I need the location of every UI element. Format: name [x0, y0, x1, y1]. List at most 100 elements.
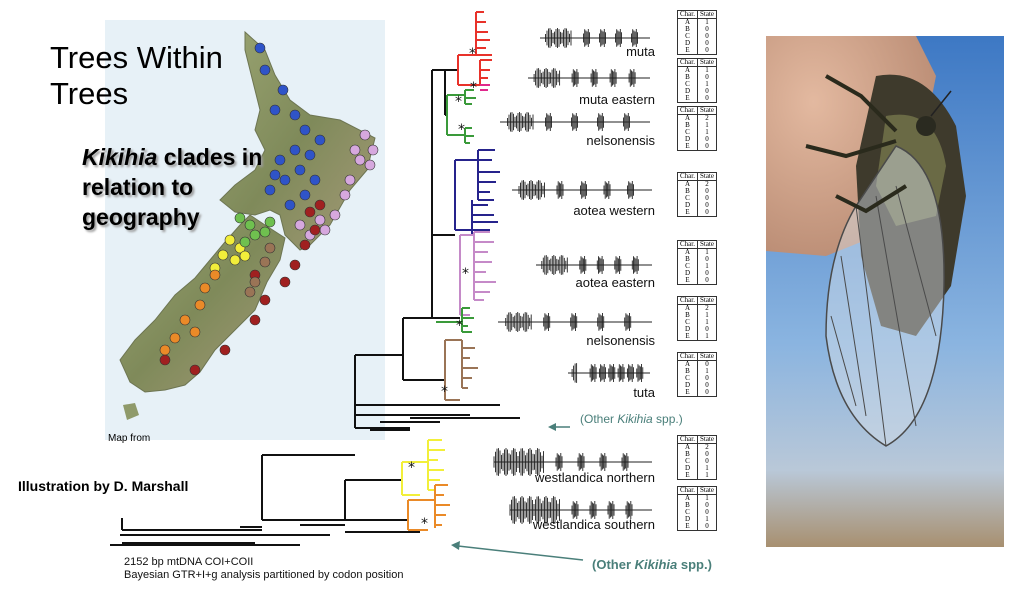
other-lineages	[370, 417, 520, 431]
svg-text:*: *	[458, 122, 465, 138]
locality-dot	[349, 144, 361, 156]
locality-dot	[217, 249, 229, 261]
support-stars: * * * * * * * * *	[408, 46, 477, 532]
locality-dot	[194, 299, 206, 311]
new-zealand-map	[119, 30, 379, 420]
map-panel	[105, 20, 385, 440]
waveform-trace	[509, 496, 633, 524]
locality-dot	[244, 219, 256, 231]
locality-dot	[269, 104, 281, 116]
locality-dot	[309, 224, 321, 236]
method-line-2: Bayesian GTR+I+g analysis partitioned by…	[124, 569, 404, 581]
song-waveforms	[493, 28, 652, 524]
locality-dot	[299, 189, 311, 201]
state-values: 2 0 0 0 0	[696, 180, 717, 217]
clade-westlandica-northern-branches	[401, 439, 445, 496]
locality-dot	[224, 234, 236, 246]
locality-dot	[259, 294, 271, 306]
locality-dot	[279, 174, 291, 186]
taxon-label-aotea-eastern: aotea eastern	[575, 275, 655, 290]
locality-dot	[239, 250, 251, 262]
waveform-trace	[507, 112, 630, 132]
locality-dot	[189, 326, 201, 338]
char-letters: A B C D E	[677, 18, 698, 55]
locality-dot	[259, 64, 271, 76]
locality-dot	[339, 189, 351, 201]
locality-dot	[314, 214, 326, 226]
locality-dot	[264, 216, 276, 228]
state-values: 2 1 1 0 0	[696, 114, 717, 151]
locality-dot	[274, 154, 286, 166]
taxon-label-aotea-western: aotea western	[573, 203, 655, 218]
char-letters: A B C D E	[677, 248, 698, 285]
locality-dot	[299, 124, 311, 136]
char-letters: A B C D E	[677, 360, 698, 397]
locality-dot	[269, 169, 281, 181]
method-line-1: 2152 bp mtDNA COI+COII	[124, 556, 254, 568]
svg-text:*: *	[469, 46, 476, 62]
svg-text:*: *	[421, 516, 428, 532]
locality-dot	[259, 256, 271, 268]
locality-dot	[279, 276, 291, 288]
locality-dot	[264, 184, 276, 196]
locality-dot	[354, 154, 366, 166]
taxon-label-nelsonensis-2: nelsonensis	[586, 333, 655, 348]
clade-aotea-western-branches	[454, 149, 500, 235]
arrow-other-2	[451, 541, 584, 561]
svg-text:*: *	[408, 460, 415, 476]
locality-dot	[294, 164, 306, 176]
locality-dot	[219, 344, 231, 356]
waveform-trace	[533, 68, 636, 88]
subtitle: Kikihia clades in relation to geography	[82, 142, 302, 232]
char-letters: A B C D E	[677, 443, 698, 480]
locality-dot	[169, 332, 181, 344]
svg-text:*: *	[441, 384, 448, 400]
subtitle-rest: clades in relation to geography	[82, 144, 263, 230]
state-values: 1 0 0 1 0	[696, 494, 717, 531]
locality-dot	[314, 134, 326, 146]
subtitle-genus: Kikihia	[82, 144, 158, 170]
locality-dot	[277, 84, 289, 96]
char-letters: A B C D E	[677, 114, 698, 151]
locality-dot	[254, 42, 266, 54]
locality-dot	[284, 199, 296, 211]
locality-dot	[289, 259, 301, 271]
locality-dot	[239, 236, 251, 248]
locality-dot	[359, 129, 371, 141]
taxon-label-nelsonensis-1: nelsonensis	[586, 133, 655, 148]
state-values: 2 1 1 0 1	[696, 304, 717, 341]
state-values: 1 0 1 0 0	[696, 248, 717, 285]
other-kikihia-label-1: (Other Kikihia spp.)	[580, 412, 683, 426]
taxon-label-muta-eastern: muta eastern	[579, 92, 655, 107]
locality-dot	[179, 314, 191, 326]
other-kikihia-label-2: (Other Kikihia spp.)	[592, 557, 712, 572]
svg-text:*: *	[455, 94, 462, 110]
clade-muta-branches	[457, 11, 492, 86]
illustration-credit: Illustration by D. Marshall	[18, 478, 189, 494]
svg-text:*: *	[456, 318, 463, 334]
waveform-trace	[493, 448, 629, 476]
locality-dot	[294, 219, 306, 231]
north-island	[219, 30, 376, 251]
locality-dot	[289, 109, 301, 121]
char-letters: A B C D E	[677, 66, 698, 103]
page-title: Trees Within Trees	[50, 40, 223, 111]
cicada-photo	[766, 36, 1004, 547]
taxon-label-tuta: tuta	[633, 385, 655, 400]
locality-dot	[304, 149, 316, 161]
svg-text:*: *	[462, 266, 469, 282]
char-letters: A B C D E	[677, 304, 698, 341]
stewart-island	[123, 403, 139, 420]
locality-dot	[264, 242, 276, 254]
waveform-trace	[541, 255, 639, 275]
locality-dot	[304, 206, 316, 218]
svg-text:*: *	[470, 80, 477, 96]
locality-dot	[259, 226, 271, 238]
locality-dot	[199, 282, 211, 294]
locality-dot	[299, 239, 311, 251]
locality-dot	[329, 209, 341, 221]
locality-dot	[314, 199, 326, 211]
